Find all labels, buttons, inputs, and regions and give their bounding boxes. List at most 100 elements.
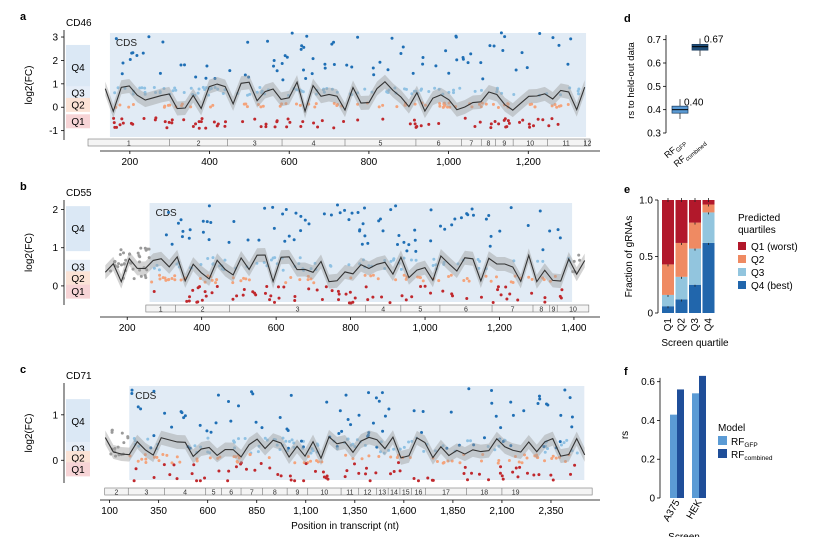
guide-point [298,278,302,282]
guide-point [197,87,201,91]
guide-point [120,117,124,121]
guide-point [353,296,357,300]
y-axis-label: rs to held-out data [626,41,637,118]
guide-point [292,238,296,242]
guide-point [366,241,370,245]
guide-point [500,474,504,478]
exon-label: 14 [390,490,398,497]
guide-point [286,446,290,450]
guide-point [278,415,282,419]
x-tick-label: HEK [685,498,705,522]
guide-point [434,64,438,68]
guide-point [203,290,207,294]
y-tick-label: 0.3 [647,129,661,140]
guide-point [214,281,218,285]
guide-point [152,289,156,293]
y-tick-label: 2 [52,205,58,216]
guide-point [413,238,417,242]
guide-point [463,465,467,469]
panel-letter: b [20,181,27,193]
guide-point [476,257,480,261]
guide-point [355,438,359,442]
guide-point [533,105,537,109]
guide-point [303,218,307,222]
guide-point [208,451,212,455]
guide-point [302,45,306,49]
guide-point [122,441,126,445]
guide-point [288,474,292,478]
guide-point [405,249,409,253]
guide-point [480,459,484,463]
guide-point [523,453,527,457]
guide-point [259,105,263,109]
guide-point [315,288,319,292]
guide-point [410,295,414,299]
guide-point [488,44,492,48]
guide-point [183,63,187,67]
guide-point [271,256,275,260]
guide-point [255,261,259,265]
x-tick-label: 850 [248,506,265,517]
guide-point [237,456,241,460]
guide-point [553,102,557,106]
guide-point [259,125,263,129]
guide-point [215,124,219,128]
quartile-box-q4 [66,206,90,252]
guide-point [479,88,483,92]
guide-point [179,410,183,414]
guide-point [143,453,147,457]
guide-point [506,102,510,106]
guide-point [234,465,238,469]
exon-label: 7 [469,141,473,148]
guide-point [244,467,248,471]
guide-point [211,262,215,266]
x-axis-title: Screen [668,532,700,537]
x-tick-label: 1,200 [516,157,541,168]
panel-letter: f [624,366,628,378]
guide-point [345,469,349,473]
guide-point [265,284,269,288]
guide-point [232,455,236,459]
legend-label: Q4 (best) [751,281,793,292]
guide-point [312,121,316,125]
guide-point [367,454,371,458]
guide-point [409,258,413,262]
x-tick-label: A375 [661,498,682,524]
guide-point [558,455,562,459]
guide-point [548,279,552,283]
exon-label: 16 [415,490,423,497]
guide-point [216,393,220,397]
guide-point [401,45,405,49]
bar-q1-q4 [662,306,674,313]
guide-point [344,292,348,296]
guide-point [575,451,579,455]
x-axis-title: Screen quartile [661,338,729,349]
gene-label: CD71 [66,371,92,382]
guide-point [164,233,168,237]
guide-point [478,120,482,124]
guide-point [343,208,347,212]
guide-point [402,273,406,277]
guide-point [530,102,534,106]
guide-point [386,68,390,72]
guide-point [367,264,371,268]
guide-point [374,396,378,400]
legend-swatch [738,242,746,250]
y-tick-label: 0.5 [639,252,653,263]
guide-point [383,267,387,271]
exon-label: 7 [250,490,254,497]
guide-point [175,262,179,266]
guide-point [260,91,264,95]
guide-point [541,259,545,263]
guide-point [461,55,465,59]
guide-point [551,454,555,458]
guide-point [389,472,393,476]
guide-point [232,440,236,444]
guide-point [209,220,213,224]
guide-point [135,53,139,57]
guide-point [239,279,243,283]
cds-region [149,203,573,302]
guide-point [395,105,399,109]
guide-point [322,90,326,94]
guide-point [286,117,290,121]
